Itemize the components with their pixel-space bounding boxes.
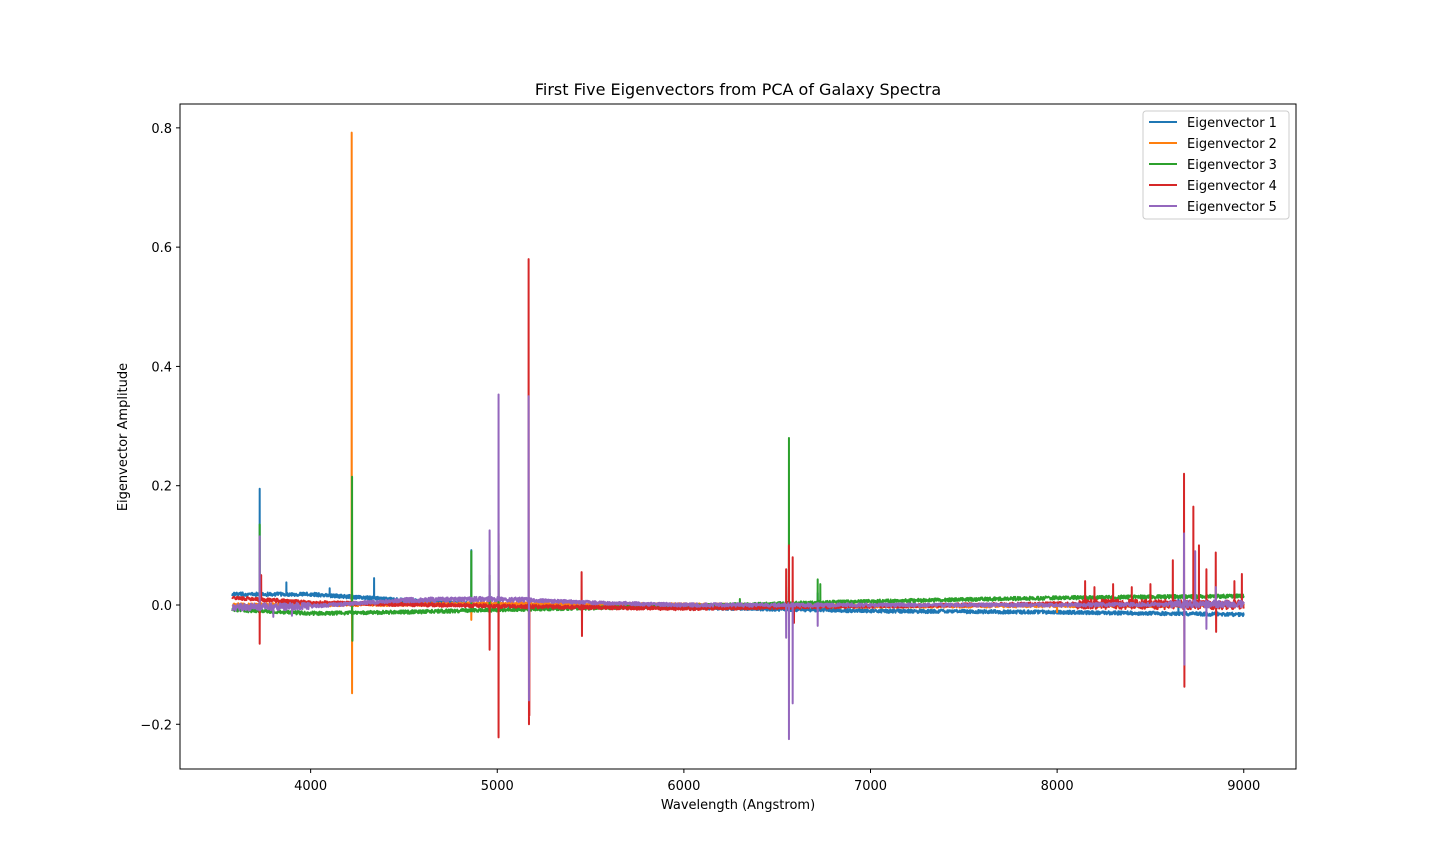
legend-label: Eigenvector 3 xyxy=(1187,158,1277,173)
x-tick-label: 9000 xyxy=(1227,779,1260,794)
y-tick-label: −0.2 xyxy=(140,718,172,733)
x-tick-label: 8000 xyxy=(1041,779,1074,794)
y-axis-label: Eigenvector Amplitude xyxy=(116,363,131,511)
legend-label: Eigenvector 4 xyxy=(1187,179,1277,194)
legend-label: Eigenvector 2 xyxy=(1187,137,1277,152)
y-tick-label: 0.0 xyxy=(151,599,172,614)
x-tick-label: 4000 xyxy=(294,779,327,794)
series-line-4 xyxy=(231,258,1245,739)
y-tick-label: 0.2 xyxy=(151,480,172,495)
x-tick-label: 7000 xyxy=(854,779,887,794)
series-layer xyxy=(231,131,1245,741)
legend-label: Eigenvector 5 xyxy=(1187,200,1277,215)
legend: Eigenvector 1 Eigenvector 2 Eigenvector 3 E… xyxy=(1142,110,1290,220)
plot-frame xyxy=(179,103,1297,770)
legend-label: Eigenvector 1 xyxy=(1187,116,1277,131)
y-axis: −0.2 0.0 0.2 0.4 0.6 0.8 xyxy=(140,122,180,733)
x-axis-label: Wavelength (Angstrom) xyxy=(661,798,815,813)
legend-box xyxy=(1142,110,1290,220)
x-tick-label: 6000 xyxy=(667,779,700,794)
x-tick-label: 5000 xyxy=(481,779,514,794)
y-tick-label: 0.8 xyxy=(151,122,172,137)
y-tick-label: 0.4 xyxy=(151,360,172,375)
y-tick-label: 0.6 xyxy=(151,241,172,256)
series-line-5 xyxy=(231,393,1245,741)
x-axis: 4000 5000 6000 7000 8000 9000 xyxy=(294,769,1260,794)
chart-title: First Five Eigenvectors from PCA of Gala… xyxy=(535,80,941,99)
